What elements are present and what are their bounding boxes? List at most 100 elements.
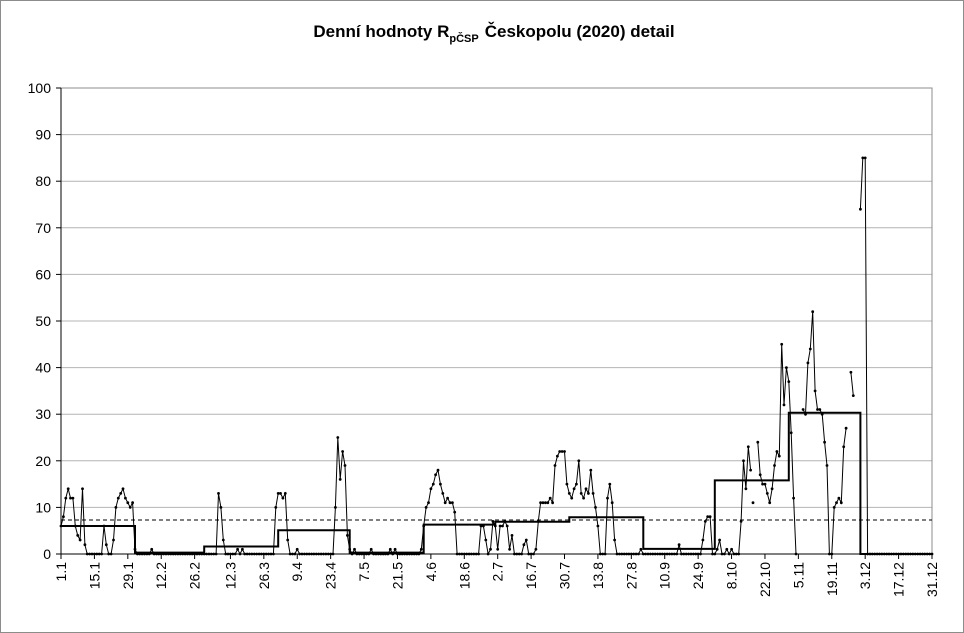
daily-point xyxy=(639,547,643,551)
daily-point xyxy=(603,552,607,556)
daily-point xyxy=(548,496,552,500)
daily-point xyxy=(298,552,301,556)
daily-point xyxy=(293,552,297,556)
daily-point xyxy=(326,552,330,556)
daily-point xyxy=(575,482,578,486)
daily-point xyxy=(680,552,683,556)
daily-point xyxy=(236,547,240,551)
daily-point xyxy=(470,552,473,556)
daily-point xyxy=(825,464,829,467)
daily-point xyxy=(329,552,333,556)
daily-point xyxy=(167,552,170,556)
daily-point xyxy=(713,552,717,556)
daily-point xyxy=(739,520,743,523)
daily-point xyxy=(331,552,335,556)
daily-point xyxy=(498,524,502,528)
daily-point xyxy=(787,380,791,383)
daily-point xyxy=(267,552,270,556)
daily-point xyxy=(491,520,495,523)
daily-point xyxy=(859,207,862,211)
daily-point xyxy=(159,552,163,556)
daily-point xyxy=(386,552,390,556)
daily-point xyxy=(262,552,266,556)
y-tick-label: 10 xyxy=(35,499,51,515)
daily-point xyxy=(572,487,576,491)
daily-point xyxy=(436,468,440,472)
daily-point xyxy=(851,394,855,397)
x-tick-label: 19.11 xyxy=(824,562,840,596)
daily-point xyxy=(493,524,497,528)
y-tick-label: 80 xyxy=(35,173,51,189)
daily-point xyxy=(121,487,125,491)
daily-point xyxy=(529,552,533,556)
daily-point xyxy=(90,552,94,556)
daily-point xyxy=(629,552,633,556)
daily-point xyxy=(336,436,340,439)
daily-point xyxy=(773,464,776,467)
daily-point xyxy=(921,552,924,556)
daily-point xyxy=(746,445,750,449)
daily-point xyxy=(501,524,504,528)
daily-point xyxy=(520,552,523,556)
daily-point xyxy=(209,552,213,556)
daily-point xyxy=(601,552,605,556)
daily-point xyxy=(768,501,772,505)
daily-point xyxy=(241,547,244,551)
daily-point xyxy=(672,552,676,556)
daily-point xyxy=(620,552,624,556)
daily-point xyxy=(835,501,838,505)
daily-point xyxy=(482,524,485,528)
daily-point xyxy=(116,496,120,500)
daily-point xyxy=(727,552,731,556)
daily-point xyxy=(911,552,915,556)
daily-point xyxy=(513,552,516,556)
daily-point xyxy=(446,496,449,500)
daily-point xyxy=(155,552,158,556)
daily-point xyxy=(288,552,292,556)
daily-point xyxy=(62,515,65,519)
daily-point xyxy=(408,552,411,556)
daily-point xyxy=(618,552,621,556)
daily-point xyxy=(188,552,192,556)
daily-point xyxy=(257,552,261,556)
daily-point xyxy=(589,468,593,472)
daily-point xyxy=(181,552,185,556)
daily-point xyxy=(305,552,309,556)
daily-point xyxy=(479,524,483,528)
daily-point xyxy=(100,552,103,556)
daily-point xyxy=(615,552,619,556)
daily-point xyxy=(765,492,769,495)
daily-point xyxy=(226,552,230,556)
daily-point xyxy=(398,552,402,556)
daily-point xyxy=(281,496,285,500)
daily-point xyxy=(462,552,466,556)
daily-point xyxy=(732,552,736,556)
daily-line-segment xyxy=(859,157,932,555)
daily-point xyxy=(715,547,719,551)
y-tick-label: 60 xyxy=(35,266,51,282)
daily-point xyxy=(448,501,452,505)
daily-point xyxy=(885,552,889,556)
daily-line-segment xyxy=(757,344,797,555)
daily-point xyxy=(882,552,886,556)
daily-point xyxy=(279,492,282,495)
daily-point xyxy=(405,552,409,556)
daily-point xyxy=(699,552,702,556)
daily-point xyxy=(723,552,726,556)
x-tick-label: 23.4 xyxy=(323,562,339,589)
daily-point xyxy=(622,552,626,556)
daily-point xyxy=(734,552,738,556)
daily-point xyxy=(422,524,426,528)
daily-point xyxy=(78,538,82,542)
daily-point xyxy=(913,552,917,556)
daily-point xyxy=(341,450,344,453)
daily-point xyxy=(319,552,323,556)
daily-point xyxy=(355,552,359,556)
daily-point xyxy=(868,552,872,556)
daily-point xyxy=(286,538,290,542)
daily-point xyxy=(169,552,173,556)
x-tick-label: 21.5 xyxy=(389,562,405,589)
daily-point xyxy=(64,496,68,500)
x-tick-label: 24.9 xyxy=(690,562,706,589)
x-tick-label: 8.10 xyxy=(724,562,740,589)
